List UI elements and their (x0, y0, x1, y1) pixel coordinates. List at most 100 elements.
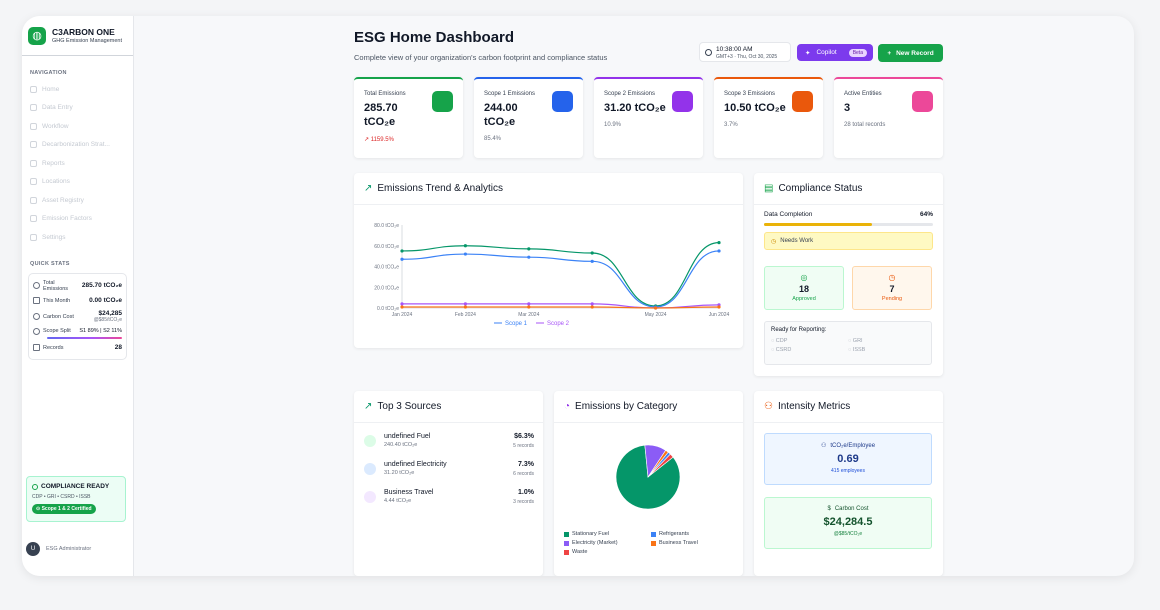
report-icon (30, 159, 37, 167)
user-profile[interactable]: U ESG Administrator (26, 542, 91, 556)
dollar-icon: $ (827, 506, 831, 512)
kpi-value: 3 (844, 102, 851, 114)
data-point (717, 249, 721, 253)
qs-cost-sub: @$85/tCO₂e (93, 316, 122, 323)
copilot-button[interactable]: ✦ Copilot Beta (797, 44, 873, 61)
sidebar-item-label: Asset Registry (42, 196, 84, 204)
legend-swatch (651, 540, 656, 546)
location-icon (30, 178, 37, 186)
kpi-scope2[interactable]: Scope 2 Emissions 31.20 tCO₂e 10.9% (594, 77, 703, 158)
quick-stats: Total Emissions 285.70 tCO₂e This Month … (28, 272, 127, 360)
kpi-label: Scope 3 Emissions (724, 91, 776, 97)
sidebar-item-home[interactable]: Home (22, 80, 133, 99)
plane-icon (364, 491, 376, 503)
list-item[interactable]: undefined Electricity 31.20 tCO₂e 7.3% 6… (364, 461, 534, 485)
list-item[interactable]: Business Travel 4.44 tCO₂e 1.0% 3 record… (364, 489, 534, 513)
data-point (400, 302, 404, 306)
carbon-cost-label: Carbon Cost (834, 506, 869, 512)
brand[interactable]: ◍ C3ARBON ONE GHG Emission Management (22, 16, 133, 56)
kpi-foot: 10.9% (604, 122, 622, 128)
list-item[interactable]: undefined Fuel 240.40 tCO₂e $6.3% 5 reco… (364, 433, 534, 457)
kpi-scope3[interactable]: Scope 3 Emissions 10.50 tCO₂e 3.7% (714, 77, 823, 158)
beta-badge: Beta (848, 48, 867, 57)
legend-label: Waste (572, 549, 588, 555)
needs-work-banner: ◷ Needs Work (764, 232, 933, 250)
framework-csrd: ◌ CSRD (771, 347, 792, 353)
source-name: undefined Fuel (384, 433, 431, 440)
kpi-total-emissions[interactable]: Total Emissions 285.70 tCO₂e ↗ 1159.5% (354, 77, 463, 158)
kpi-scope1[interactable]: Scope 1 Emissions 244.00 tCO₂e 85.4% (474, 77, 583, 158)
kpi-value: 244.00 tCO₂e (484, 102, 518, 128)
approved-box[interactable]: ◎ 18 Approved (764, 266, 844, 310)
reporting-readiness: Ready for Reporting: ◌ CDP ◌ GRI ◌ CSRD … (764, 321, 932, 365)
asset-icon (30, 196, 37, 204)
clock-time: 10:38:00 AM (716, 46, 753, 53)
sidebar-item-reports[interactable]: Reports (22, 154, 133, 173)
certified-badge-label: Scope 1 & 2 Certified (41, 506, 92, 512)
x-tick-label: Mar 2024 (518, 312, 539, 318)
user-name: ESG Administrator (46, 546, 92, 552)
employee-count: 415 employees (831, 468, 865, 474)
source-sub: 31.20 tCO₂e (384, 470, 415, 476)
y-tick-label: 20.0 tCO₂e (374, 285, 399, 291)
compliance-title: Compliance Status (778, 183, 863, 194)
sidebar-item-workflow[interactable]: Workflow (22, 117, 133, 136)
sidebar-item-data-entry[interactable]: Data Entry (22, 99, 133, 118)
carbon-cost-box: $ Carbon Cost $24,284.5 @$85/tCO₂e (764, 497, 932, 549)
framework-gri: ◌ GRI (848, 338, 863, 344)
nav-title: NAVIGATION (30, 70, 67, 76)
target-icon (30, 141, 37, 149)
kpi-active-entities[interactable]: Active Entities 3 28 total records (834, 77, 943, 158)
sidebar-item-label: Reports (42, 159, 65, 167)
sidebar-item-label: Home (42, 85, 60, 93)
home-icon (30, 85, 37, 93)
globe-icon (432, 91, 453, 112)
sidebar-item-settings[interactable]: Settings (22, 228, 133, 247)
new-record-label: New Record (896, 49, 934, 57)
sidebar-item-locations[interactable]: Locations (22, 173, 133, 192)
compliance-ready-title: COMPLIANCE READY (41, 483, 110, 490)
kpi-value: 31.20 tCO₂e (604, 102, 666, 114)
trend-title: Emissions Trend & Analytics (377, 183, 503, 194)
kpi-trend: ↗ 1159.5% (364, 137, 394, 143)
source-sub: 240.40 tCO₂e (384, 442, 418, 448)
pending-box[interactable]: ◷ 7 Pending (852, 266, 932, 310)
quick-stats-title: QUICK STATS (30, 260, 70, 267)
data-point (717, 241, 721, 245)
pie-slice-waste[interactable] (647, 453, 674, 478)
data-point (400, 257, 404, 261)
sidebar-item-asset-registry[interactable]: Asset Registry (22, 191, 133, 210)
dollar-icon (33, 313, 40, 320)
qs-total: Total Emissions 285.70 tCO₂e (33, 278, 122, 294)
data-point (463, 244, 467, 248)
y-tick-label: 60.0 tCO₂e (374, 244, 399, 250)
legend-label: Business Travel (659, 540, 698, 546)
x-tick-label: Jan 2024 (392, 312, 413, 318)
trend-chart[interactable]: 0.0 tCO₂e 20.0 tCO₂e 40.0 tCO₂e 60.0 tCO₂e 8… (354, 205, 743, 345)
qs-month-label: This Month (43, 297, 71, 304)
needs-work-label: Needs Work (780, 238, 814, 244)
carbon-cost-value: $24,284.5 (823, 516, 873, 528)
data-point (463, 302, 467, 306)
new-record-button[interactable]: + New Record (878, 44, 943, 62)
legend-item: Refrigerants (651, 531, 734, 537)
kpi-label: Scope 1 Emissions (484, 91, 536, 97)
check-circle-icon (32, 483, 38, 490)
sidebar-item-emission-factors[interactable]: Emission Factors (22, 210, 133, 229)
trend-up-icon: ↗ (364, 401, 373, 412)
document-icon: ▤ (764, 183, 774, 194)
globe-icon: ◍ (28, 26, 46, 45)
category-pie-chart[interactable] (554, 425, 743, 525)
data-point (590, 302, 594, 306)
qs-records-label: Records (43, 344, 64, 351)
qs-total-label: Total Emissions (43, 279, 69, 292)
workflow-icon (30, 122, 37, 130)
kpi-label: Total Emissions (364, 91, 406, 97)
sidebar-item-decarbonization[interactable]: Decarbonization Strat... (22, 136, 133, 155)
kpi-foot: 28 total records (844, 122, 886, 128)
ready-title: Ready for Reporting: (771, 327, 827, 333)
scope-split-bar (47, 336, 122, 339)
sidebar-item-label: Decarbonization Strat... (42, 141, 110, 149)
completion-bar (764, 223, 933, 226)
approved-count: 18 (798, 284, 809, 294)
